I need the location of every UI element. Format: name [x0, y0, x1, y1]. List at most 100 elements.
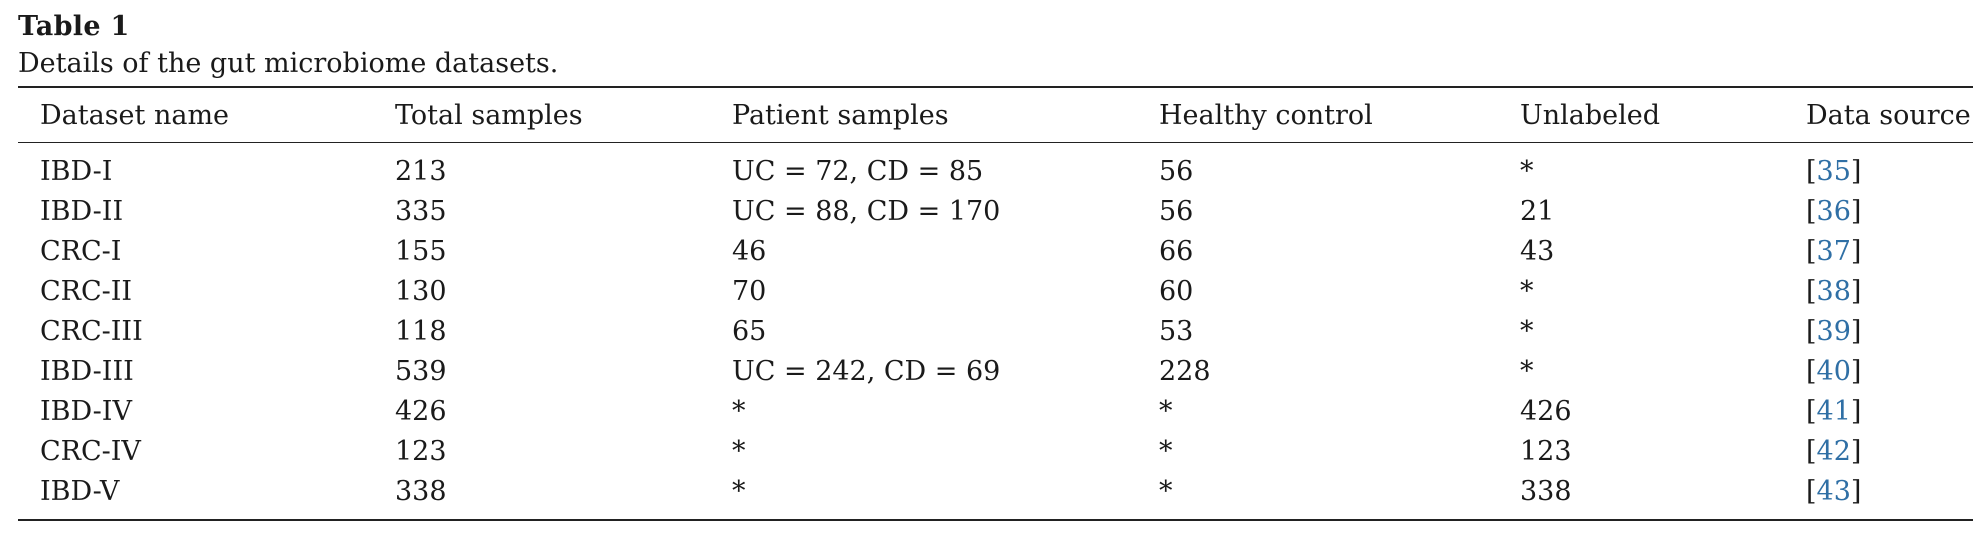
cell-data-source: [41] [1806, 391, 1973, 431]
bracket-open: [ [1806, 355, 1817, 387]
table-row: IBD-II 335 UC = 88, CD = 170 56 21 [36] [18, 191, 1973, 231]
reference-link[interactable]: 38 [1816, 275, 1851, 307]
bracket-open: [ [1806, 435, 1817, 467]
bracket-open: [ [1806, 475, 1817, 507]
cell-unlabeled: 338 [1520, 475, 1572, 507]
cell-healthy-control: * [1159, 435, 1173, 467]
bracket-close: ] [1850, 155, 1862, 187]
cell-patient-samples: 46 [732, 235, 767, 267]
cell-data-source: [40] [1806, 351, 1973, 391]
cell-total-samples: 338 [395, 475, 447, 507]
bracket-open: [ [1806, 195, 1817, 227]
cell-dataset-name: CRC-IV [40, 435, 141, 467]
bracket-close: ] [1850, 235, 1862, 267]
table-row: CRC-III 118 65 53 * [39] [18, 311, 1973, 351]
table-row: CRC-IV 123 * * 123 [42] [18, 431, 1973, 471]
cell-healthy-control: 228 [1159, 355, 1211, 387]
reference-link[interactable]: 41 [1816, 395, 1851, 427]
cell-dataset-name: IBD-II [40, 195, 124, 227]
cell-unlabeled: 123 [1520, 435, 1572, 467]
bracket-open: [ [1806, 155, 1817, 187]
header-row: Dataset name Total samples Patient sampl… [18, 88, 1973, 142]
reference-link[interactable]: 42 [1816, 435, 1851, 467]
table-row: IBD-IV 426 * * 426 [41] [18, 391, 1973, 431]
header-rule [18, 142, 1973, 143]
cell-patient-samples: UC = 88, CD = 170 [732, 195, 1001, 227]
cell-healthy-control: 66 [1159, 235, 1194, 267]
cell-patient-samples: UC = 242, CD = 69 [732, 355, 1001, 387]
cell-unlabeled: 426 [1520, 395, 1572, 427]
cell-data-source: [39] [1806, 311, 1973, 351]
reference-link[interactable]: 43 [1816, 475, 1851, 507]
cell-unlabeled: * [1520, 155, 1534, 187]
cell-patient-samples: * [732, 435, 746, 467]
cell-total-samples: 155 [395, 235, 447, 267]
cell-patient-samples: 70 [732, 275, 767, 307]
header-dataset-name: Dataset name [40, 99, 230, 131]
cell-patient-samples: * [732, 395, 746, 427]
reference-link[interactable]: 40 [1816, 355, 1851, 387]
cell-healthy-control: 56 [1159, 195, 1194, 227]
cell-healthy-control: * [1159, 475, 1173, 507]
cell-healthy-control: 60 [1159, 275, 1194, 307]
cell-patient-samples: 65 [732, 315, 767, 347]
bracket-close: ] [1850, 475, 1862, 507]
cell-data-source: [43] [1806, 471, 1973, 511]
cell-healthy-control: 53 [1159, 315, 1194, 347]
reference-link[interactable]: 39 [1816, 315, 1851, 347]
header-total-samples: Total samples [395, 99, 583, 131]
table-row: CRC-II 130 70 60 * [38] [18, 271, 1973, 311]
cell-patient-samples: UC = 72, CD = 85 [732, 155, 984, 187]
bracket-close: ] [1850, 435, 1862, 467]
bracket-open: [ [1806, 395, 1817, 427]
bracket-open: [ [1806, 315, 1817, 347]
cell-healthy-control: 56 [1159, 155, 1194, 187]
table-caption: Details of the gut microbiome datasets. [18, 48, 559, 79]
cell-total-samples: 539 [395, 355, 447, 387]
cell-total-samples: 118 [395, 315, 447, 347]
cell-unlabeled: 43 [1520, 235, 1555, 267]
cell-unlabeled: * [1520, 355, 1534, 387]
cell-patient-samples: * [732, 475, 746, 507]
cell-total-samples: 130 [395, 275, 447, 307]
cell-dataset-name: IBD-I [40, 155, 113, 187]
bottom-rule [18, 519, 1973, 521]
datasets-table: Dataset name Total samples Patient sampl… [18, 88, 1973, 511]
bracket-close: ] [1850, 395, 1862, 427]
cell-unlabeled: * [1520, 315, 1534, 347]
cell-dataset-name: IBD-III [40, 355, 134, 387]
table-body: IBD-I 213 UC = 72, CD = 85 56 * [35] IBD-II 335… [18, 143, 1973, 511]
header-unlabeled: Unlabeled [1520, 99, 1661, 131]
cell-dataset-name: CRC-III [40, 315, 143, 347]
reference-link[interactable]: 37 [1816, 235, 1851, 267]
cell-dataset-name: IBD-V [40, 475, 120, 507]
cell-total-samples: 123 [395, 435, 447, 467]
reference-link[interactable]: 36 [1816, 195, 1851, 227]
bracket-close: ] [1850, 275, 1862, 307]
table-row: IBD-III 539 UC = 242, CD = 69 228 * [40] [18, 351, 1973, 391]
cell-total-samples: 213 [395, 155, 447, 187]
cell-total-samples: 426 [395, 395, 447, 427]
header-patient-samples: Patient samples [732, 99, 949, 131]
bracket-open: [ [1806, 235, 1817, 267]
bracket-open: [ [1806, 275, 1817, 307]
cell-data-source: [35] [1806, 143, 1973, 191]
cell-unlabeled: 21 [1520, 195, 1555, 227]
bracket-close: ] [1850, 355, 1862, 387]
table-row: IBD-I 213 UC = 72, CD = 85 56 * [35] [18, 143, 1973, 191]
cell-dataset-name: CRC-II [40, 275, 133, 307]
table-figure: Table 1 Details of the gut microbiome da… [18, 8, 1973, 521]
cell-data-source: [42] [1806, 431, 1973, 471]
bracket-close: ] [1850, 315, 1862, 347]
table-row: CRC-I 155 46 66 43 [37] [18, 231, 1973, 271]
cell-data-source: [36] [1806, 191, 1973, 231]
header-data-source: Data source [1806, 99, 1971, 131]
cell-unlabeled: * [1520, 275, 1534, 307]
cell-dataset-name: CRC-I [40, 235, 122, 267]
table-label: Table 1 [18, 11, 130, 42]
table-row: IBD-V 338 * * 338 [43] [18, 471, 1973, 511]
header-healthy-control: Healthy control [1159, 99, 1373, 131]
cell-data-source: [37] [1806, 231, 1973, 271]
reference-link[interactable]: 35 [1816, 155, 1851, 187]
cell-total-samples: 335 [395, 195, 447, 227]
